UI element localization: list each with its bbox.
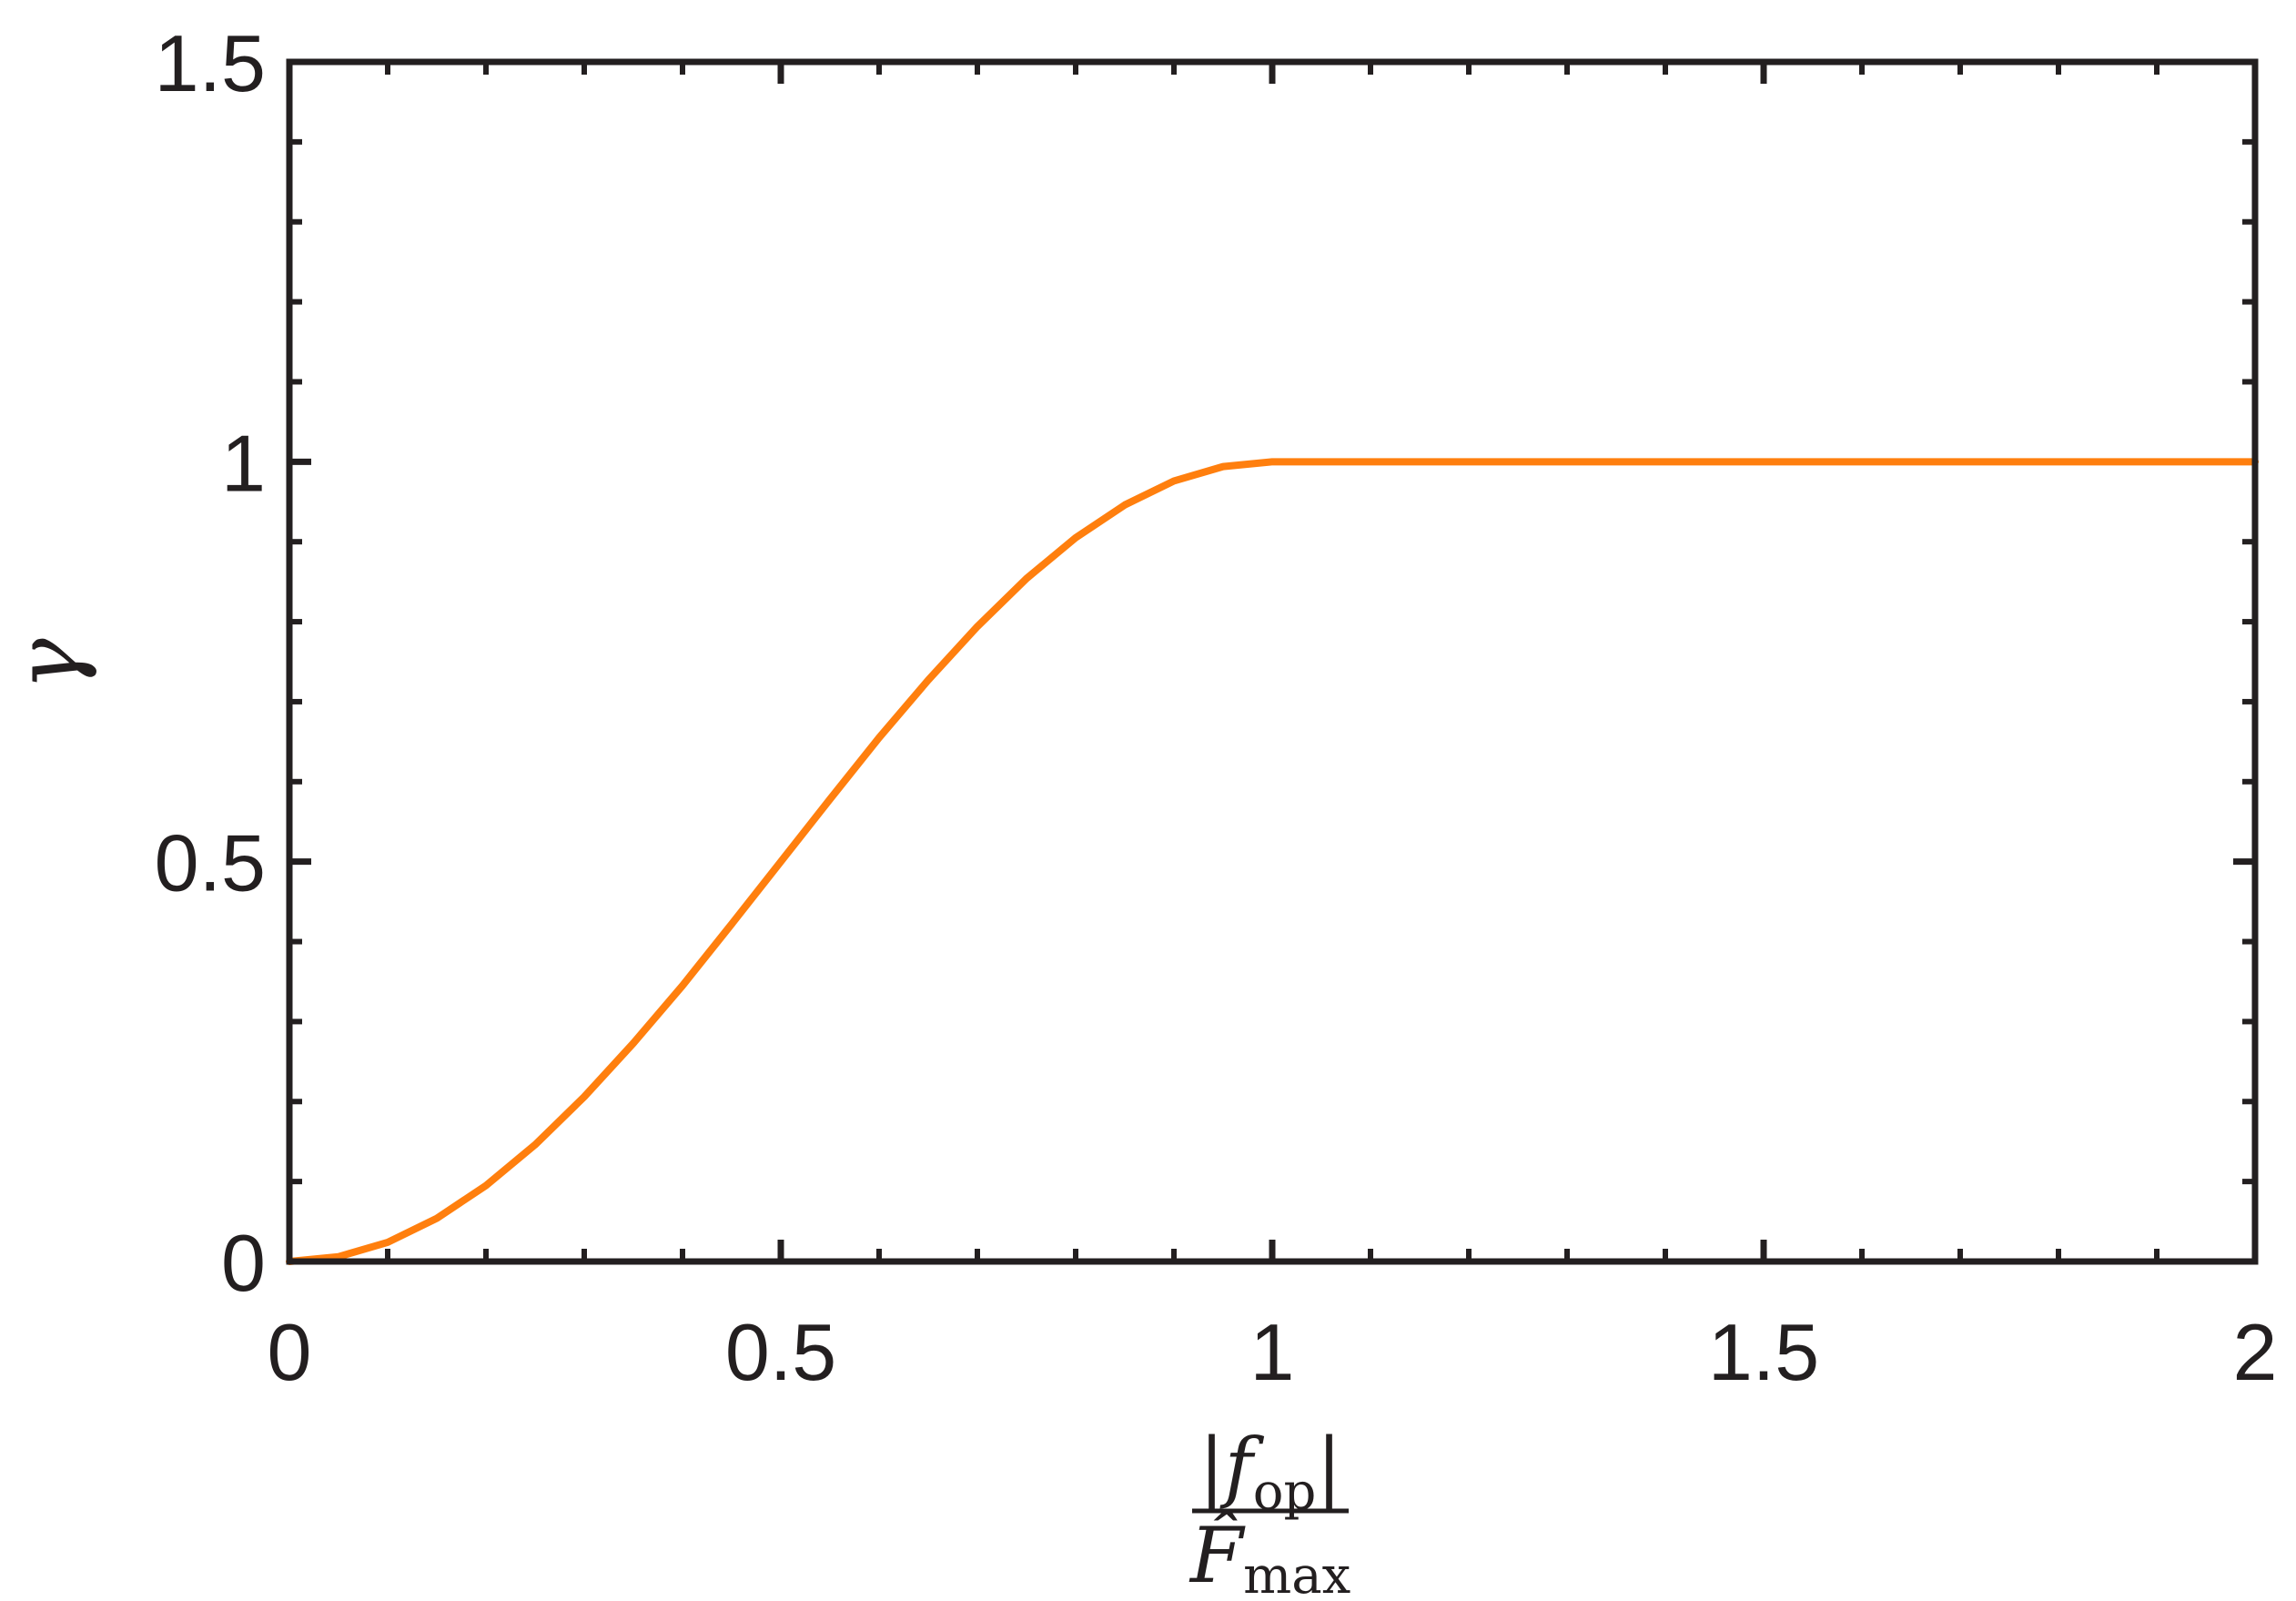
x-axis-label: |fop| F̂max xyxy=(1188,1422,1350,1601)
x-tick-label: 0.5 xyxy=(725,1307,836,1397)
x-tick-label: 1 xyxy=(1250,1307,1295,1397)
series-line-0 xyxy=(286,458,2259,1265)
series-layer xyxy=(286,458,2259,1265)
y-tick-label: 0 xyxy=(221,1218,266,1308)
x-label-denominator: F̂max xyxy=(1188,1511,1350,1601)
y-tick-label: 1.5 xyxy=(155,18,266,108)
y-axis-label: γ xyxy=(0,638,99,691)
x-label-numerator: |fop| xyxy=(1199,1422,1341,1522)
y-tick-label: 1 xyxy=(221,418,266,508)
y-tick-label: 0.5 xyxy=(155,818,266,908)
plot-frame xyxy=(286,58,2259,1265)
major-ticks xyxy=(286,58,2259,1265)
x-tick-label: 1.5 xyxy=(1708,1307,1819,1397)
x-tick-label: 0 xyxy=(268,1307,312,1397)
x-tick-label: 2 xyxy=(2233,1307,2278,1397)
minor-ticks xyxy=(289,62,2255,1262)
tick-labels: 0 0.5 1 1.5 2 0 0.5 1 1.5 xyxy=(155,18,2278,1397)
